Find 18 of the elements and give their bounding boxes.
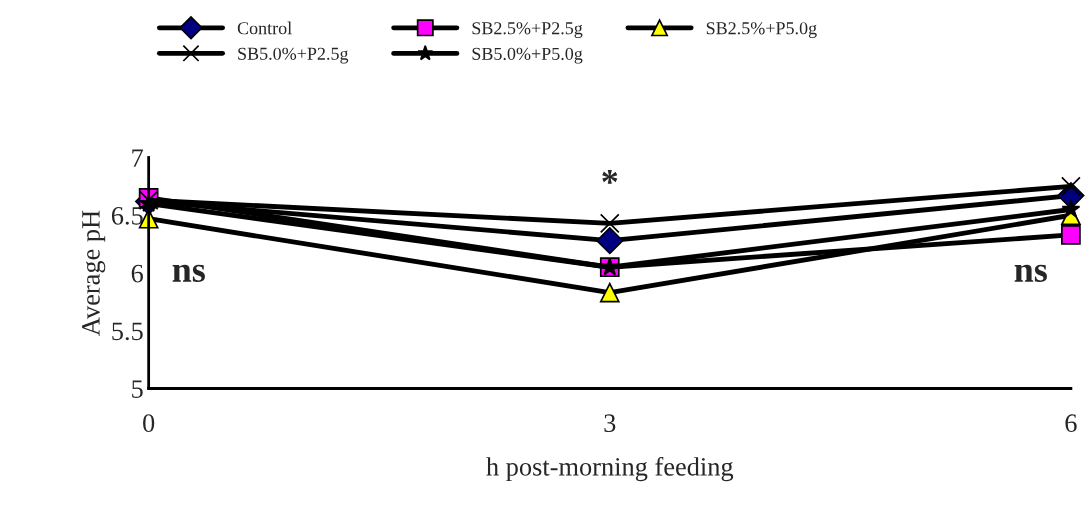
legend-label: SB5.0%+P2.5g bbox=[238, 47, 349, 64]
annotation: ns bbox=[172, 264, 205, 283]
legend-label: Control bbox=[237, 21, 292, 35]
annotation: ns bbox=[1014, 264, 1047, 283]
x-tick-label: 0 bbox=[143, 414, 155, 433]
legend-label: SB2.5%+P2.5g bbox=[472, 22, 583, 39]
x-axis-title: h post-morning feeding bbox=[486, 456, 734, 482]
y-tick-label: 5.5 bbox=[112, 322, 143, 341]
y-axis-title: Average pH bbox=[82, 210, 106, 336]
x-tick-label: 3 bbox=[604, 414, 616, 433]
y-tick-label: 7 bbox=[132, 149, 144, 167]
annotation: * bbox=[602, 170, 618, 184]
legend-label: SB2.5%+P5.0g bbox=[706, 22, 817, 39]
y-tick-label: 5 bbox=[132, 380, 143, 398]
x-tick-label: 6 bbox=[1065, 414, 1077, 433]
legend-label: SB5.0%+P5.0g bbox=[472, 47, 583, 64]
y-tick-label: 6.5 bbox=[111, 206, 143, 225]
y-tick-label: 6 bbox=[131, 264, 143, 283]
